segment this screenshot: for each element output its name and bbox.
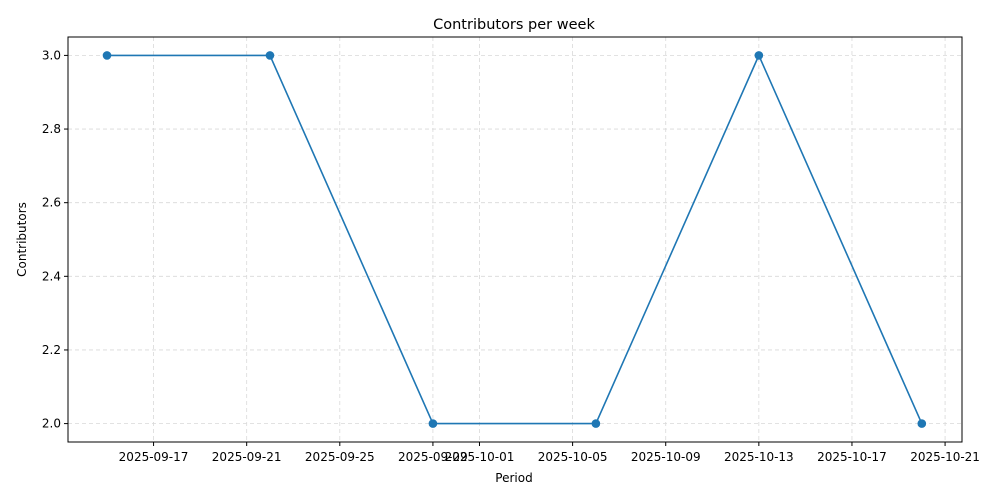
- x-tick-label: 2025-10-13: [724, 450, 794, 464]
- y-axis-title: Contributors: [15, 202, 29, 277]
- y-tick-label: 2.0: [42, 417, 61, 431]
- grid: [68, 37, 962, 442]
- x-tick-label: 2025-10-01: [445, 450, 515, 464]
- y-tick-label: 2.4: [42, 269, 61, 283]
- x-tick-label: 2025-09-21: [212, 450, 282, 464]
- x-tick-label: 2025-10-05: [538, 450, 608, 464]
- x-tick-label: 2025-10-17: [817, 450, 887, 464]
- data-point: [428, 419, 438, 428]
- data-point: [265, 51, 275, 60]
- y-tick-label: 3.0: [42, 48, 61, 62]
- x-tick-label: 2025-09-25: [305, 450, 375, 464]
- data-point: [754, 51, 764, 60]
- axes: 2025-09-17 2025-09-21 2025-09-25 2025-09-29…: [42, 48, 980, 464]
- data-point: [591, 419, 601, 428]
- series: [102, 51, 927, 428]
- x-tick-label: 2025-10-09: [631, 450, 701, 464]
- plot-frame: [67, 36, 963, 443]
- x-tick-label: 2025-09-29: [398, 450, 468, 464]
- data-point: [917, 419, 927, 428]
- y-tick-label: 2.2: [42, 343, 61, 357]
- chart-title: Contributors per week: [433, 17, 595, 33]
- data-point: [102, 51, 112, 60]
- y-tick-label: 2.8: [42, 122, 61, 136]
- y-tick-label: 2.6: [42, 196, 61, 210]
- x-tick-label: 2025-09-17: [119, 450, 189, 464]
- x-axis-title: Period: [495, 471, 532, 485]
- x-tick-label: 2025-10-21: [910, 450, 980, 464]
- series-line: [107, 53, 923, 425]
